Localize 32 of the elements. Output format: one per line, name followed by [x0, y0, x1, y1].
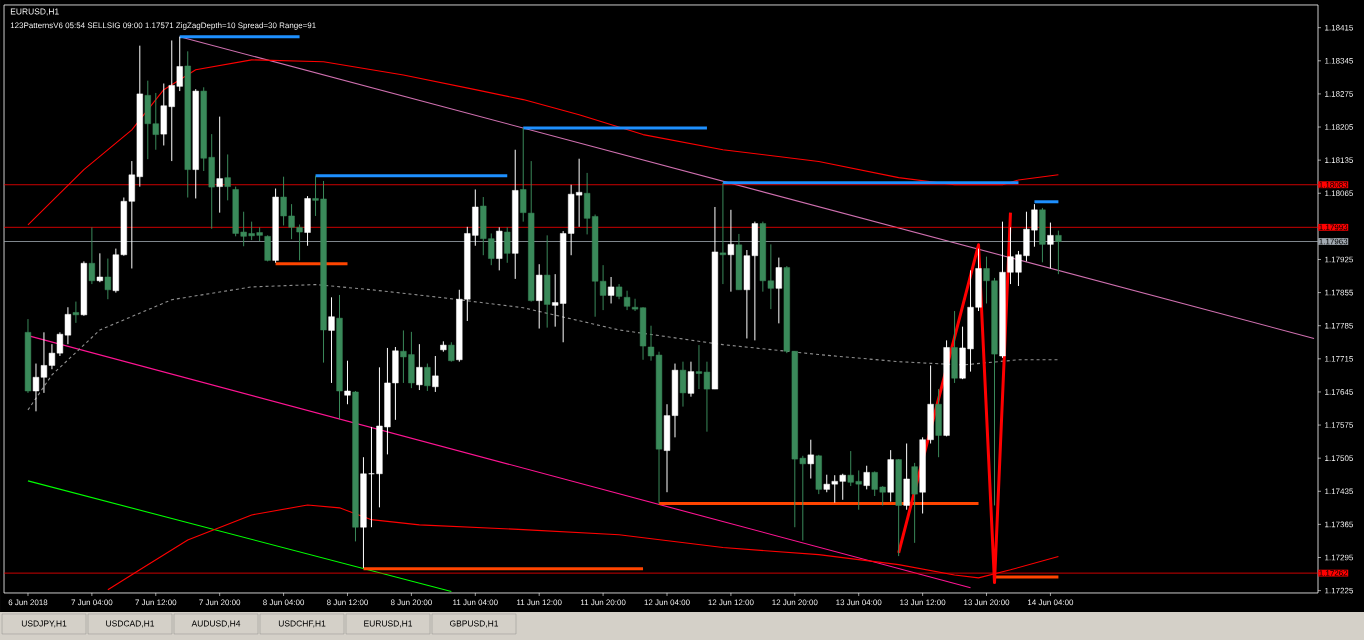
candlestick [328, 296, 335, 384]
candlestick [424, 363, 431, 392]
candlestick [679, 361, 687, 408]
candlestick [687, 361, 695, 398]
candlestick [96, 252, 103, 283]
text: USDCHF,H1 [278, 620, 326, 628]
candlestick [1047, 222, 1054, 269]
candlestick [623, 290, 631, 311]
candlestick [448, 341, 455, 363]
candlestick [216, 116, 223, 214]
text: EURUSD,H1 [364, 620, 413, 628]
text: USDCAD,H1 [106, 620, 155, 628]
candlestick [88, 226, 96, 285]
candlestick [727, 209, 735, 293]
chart-title: EURUSD,H1 [10, 8, 59, 16]
candlestick [607, 276, 615, 304]
candlestick [1055, 230, 1062, 275]
candlestick [104, 258, 111, 300]
candlestick [72, 301, 80, 324]
candlestick [416, 343, 423, 391]
text: GBPUSD,H1 [449, 620, 499, 628]
candlestick [719, 182, 727, 285]
candlestick [224, 153, 231, 201]
text: USDJPY,H1 [21, 620, 67, 628]
candlestick [863, 465, 870, 490]
candlestick [807, 439, 814, 479]
candlestick [432, 355, 439, 393]
candlestick [344, 360, 351, 405]
text: AUDUSD,H4 [191, 620, 241, 628]
line-series [27, 284, 1059, 411]
candlestick [504, 226, 511, 264]
candlestick [775, 257, 782, 324]
